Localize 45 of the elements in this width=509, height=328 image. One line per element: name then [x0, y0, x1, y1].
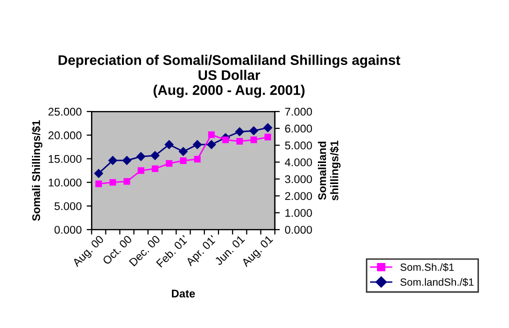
y-tick-label: 0.000: [54, 226, 82, 234]
y2-tick-label: 3.000: [285, 175, 312, 184]
point: [138, 167, 144, 174]
y2-tick-label: 5.000: [285, 142, 312, 150]
point: [108, 156, 118, 165]
point: [208, 131, 215, 138]
point: [250, 136, 258, 144]
point: [194, 156, 201, 163]
y2-tick-label: 0.000: [285, 226, 312, 234]
point: [136, 152, 146, 162]
point: [122, 156, 132, 165]
point: [152, 165, 158, 172]
legend-label: Som.Sh./$1: [400, 263, 454, 272]
point: [235, 127, 244, 136]
y2-tick-label: 7.000: [285, 108, 312, 116]
point: [166, 160, 172, 167]
y2-tick-label: 1.000: [285, 209, 312, 217]
y-tick-label: 25.000: [48, 108, 82, 116]
y2-axis-title: Somaliland shillings/$1: [318, 140, 341, 200]
point: [206, 140, 216, 150]
y-tick-label: 10.000: [48, 178, 82, 187]
y2-tick-label: 6.000: [285, 124, 312, 133]
point: [164, 140, 174, 150]
point: [95, 180, 102, 188]
point: [236, 138, 243, 145]
point: [94, 168, 104, 178]
y2-tick-label: 4.000: [284, 158, 312, 166]
point: [264, 134, 272, 140]
point: [192, 140, 202, 150]
y-tick-label: 20.000: [48, 131, 82, 140]
point: [109, 179, 116, 186]
point: [150, 151, 160, 160]
point: [180, 157, 187, 164]
point: [263, 123, 272, 132]
y2-tick-label: 2.000: [285, 192, 312, 200]
point: [124, 178, 130, 185]
point: [222, 136, 229, 144]
point: [178, 147, 188, 156]
chart-title: Depreciation of Somali/Somaliland Shillings against US Dollar (Aug. 2000 - Aug. 2001): [58, 54, 400, 98]
x-axis-title: Date: [172, 290, 195, 298]
y-tick-label: 15.000: [48, 155, 82, 163]
legend-label: Som.landSh./$1: [400, 278, 474, 286]
y-tick-label: 5.000: [54, 202, 82, 210]
point: [249, 126, 258, 136]
y-axis-title: Somali Shillings/$1: [32, 120, 42, 221]
